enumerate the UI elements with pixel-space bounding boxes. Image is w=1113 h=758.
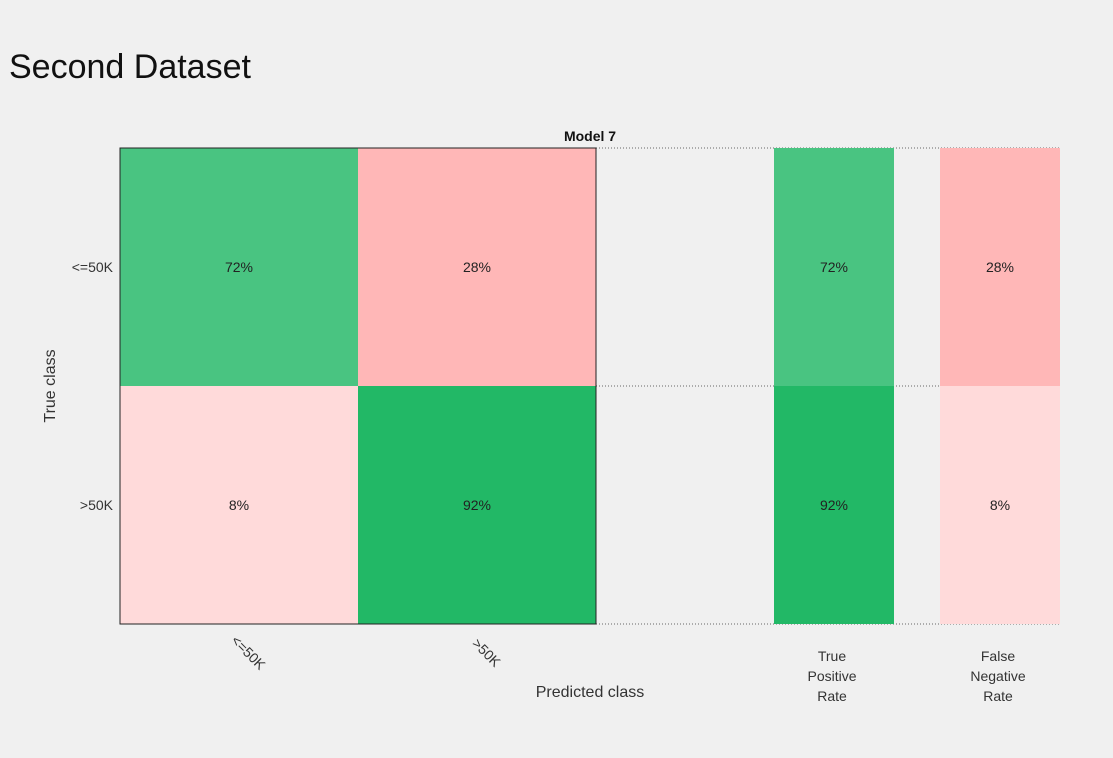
summary-cell-value: 92% — [820, 497, 848, 513]
summary-cell — [774, 148, 894, 386]
summary-column-label: True — [818, 648, 846, 664]
column-tick-label: >50K — [469, 635, 504, 670]
summary-column-label: False — [981, 648, 1015, 664]
page-title: Second Dataset — [9, 48, 251, 86]
summary-cell-value: 8% — [990, 497, 1010, 513]
matrix-cell-value: 8% — [229, 497, 249, 513]
summary-column-label: Rate — [983, 688, 1013, 704]
summary-cell-value: 72% — [820, 259, 848, 275]
matrix-cell-value: 28% — [463, 259, 491, 275]
matrix-cell-value: 92% — [463, 497, 491, 513]
summary-cell-value: 28% — [986, 259, 1014, 275]
summary-cell — [940, 386, 1060, 624]
summary-column-label: Rate — [817, 688, 847, 704]
summary-cell — [774, 386, 894, 624]
y-axis-label: True class — [42, 349, 59, 422]
row-tick-label: >50K — [80, 497, 114, 513]
summary-column-label: Negative — [970, 668, 1025, 684]
x-axis-label: Predicted class — [536, 684, 645, 701]
row-tick-label: <=50K — [72, 259, 114, 275]
column-tick-label: <=50K — [228, 632, 269, 673]
matrix-cell — [120, 386, 358, 624]
summary-cell — [940, 148, 1060, 386]
matrix-cell — [120, 148, 358, 386]
summary-column-label: Positive — [807, 668, 856, 684]
matrix-cell — [358, 386, 596, 624]
chart-title: Model 7 — [564, 128, 616, 144]
matrix-cell-value: 72% — [225, 259, 253, 275]
matrix-border — [119, 147, 597, 625]
matrix-cell — [358, 148, 596, 386]
